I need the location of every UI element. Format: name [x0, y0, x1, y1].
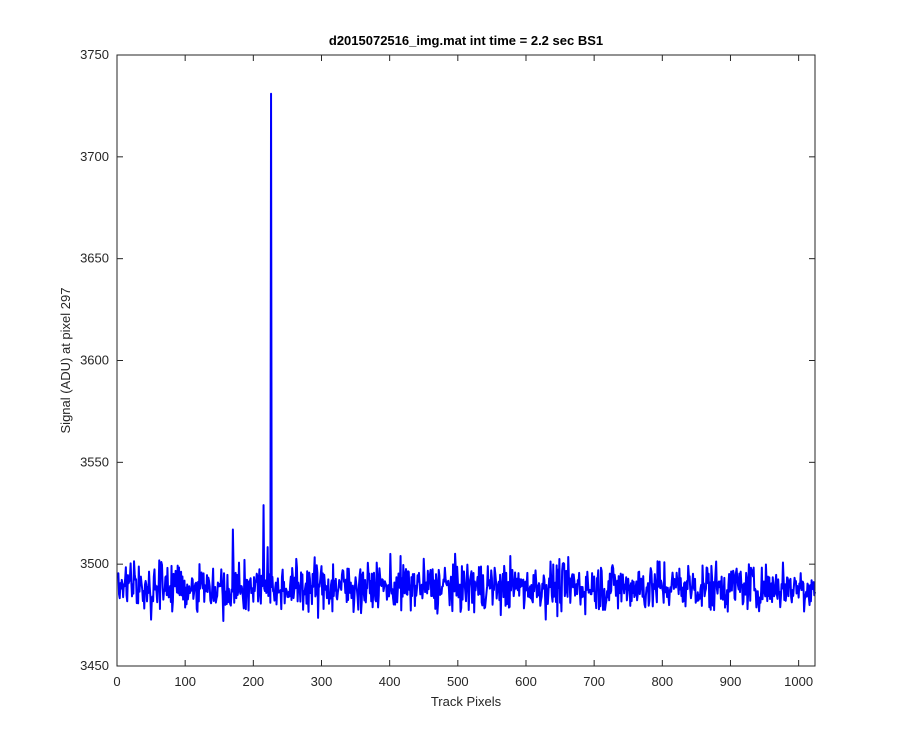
y-axis: 3450 3500 3550 3600 3650 3700 3750	[80, 47, 815, 673]
x-axis: 0 100 200 300 400 500 600 700 800 900 1000	[113, 55, 813, 689]
x-tick-label: 800	[651, 674, 673, 689]
y-tick-label: 3650	[80, 251, 109, 266]
x-tick-label: 300	[311, 674, 333, 689]
x-tick-label: 1000	[784, 674, 813, 689]
chart-title: d2015072516_img.mat int time = 2.2 sec B…	[329, 33, 603, 48]
x-tick-label: 100	[174, 674, 196, 689]
y-tick-label: 3700	[80, 149, 109, 164]
data-layer	[116, 92, 816, 623]
x-tick-label: 200	[242, 674, 264, 689]
x-tick-label: 400	[379, 674, 401, 689]
x-tick-label: 600	[515, 674, 537, 689]
y-tick-label: 3450	[80, 658, 109, 673]
y-tick-label: 3500	[80, 556, 109, 571]
x-tick-label: 0	[113, 674, 120, 689]
x-axis-label: Track Pixels	[431, 694, 502, 709]
y-tick-label: 3750	[80, 47, 109, 62]
y-tick-label: 3550	[80, 454, 109, 469]
x-tick-label: 900	[720, 674, 742, 689]
x-tick-label: 500	[447, 674, 469, 689]
y-axis-label: Signal (ADU) at pixel 297	[58, 288, 73, 434]
y-tick-label: 3600	[80, 353, 109, 368]
series-line	[116, 92, 816, 623]
x-tick-label: 700	[583, 674, 605, 689]
